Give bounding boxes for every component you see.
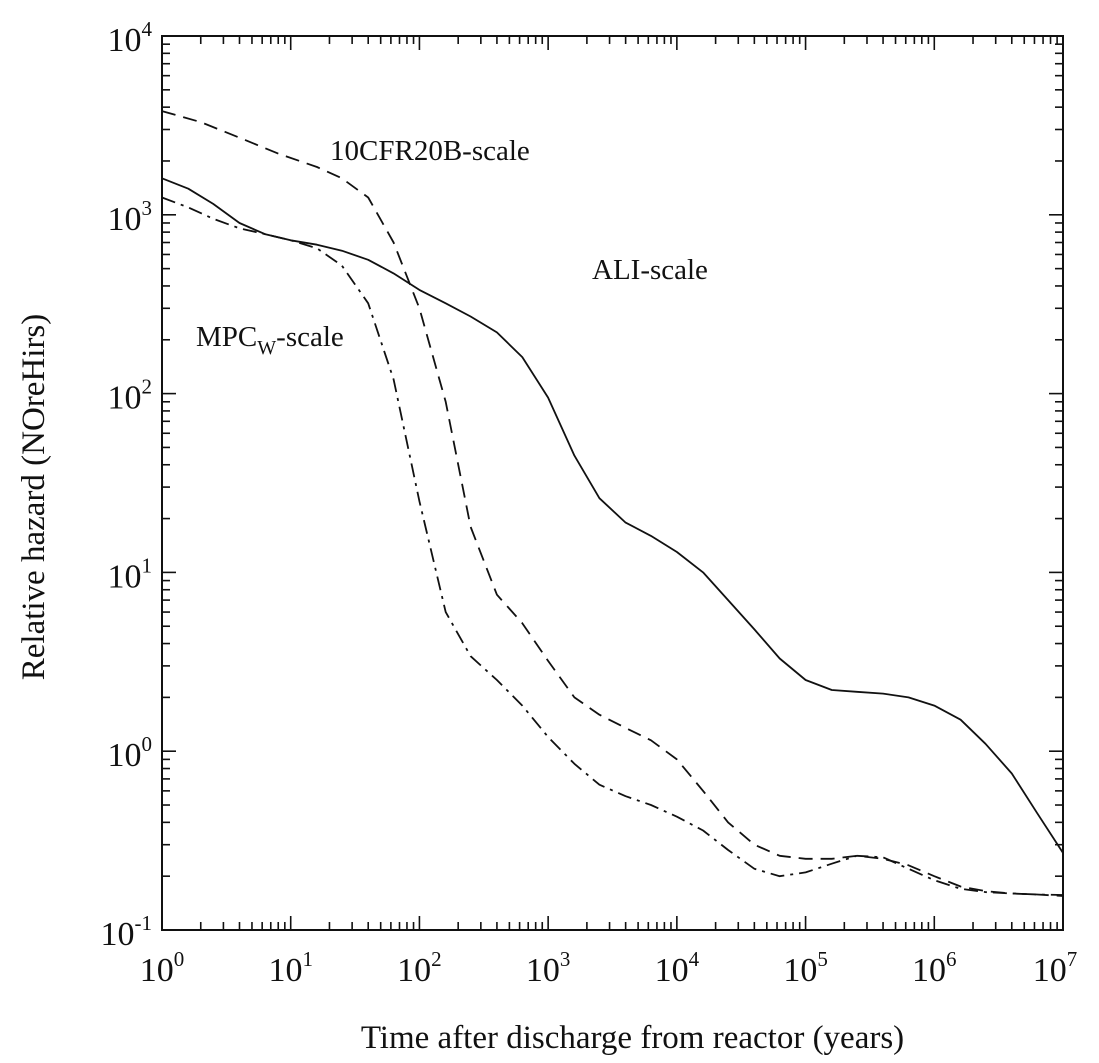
x-tick-label-exponent: 0 — [174, 947, 185, 971]
y-tick-label-base: 10 — [108, 558, 142, 595]
y-tick-label: 101 — [108, 553, 153, 595]
y-tick-label-exponent: 0 — [142, 732, 153, 756]
x-tick-label-base: 10 — [397, 952, 431, 989]
series-label-3: MPCW-scale — [196, 321, 344, 359]
y-tick-label-exponent: 2 — [142, 375, 153, 399]
series-lines — [161, 110, 1064, 897]
y-tick-label-exponent: 3 — [142, 196, 153, 220]
y-tick-label-exponent: 4 — [142, 17, 153, 41]
x-tick-label-base: 10 — [140, 952, 174, 989]
series-line-1 — [161, 177, 1064, 854]
x-tick-label-exponent: 5 — [817, 947, 828, 971]
y-axis-title: Relative hazard (NOreHirs) — [16, 314, 52, 681]
series-label-main: 10CFR20B-scale — [330, 135, 530, 167]
x-tick-label: 100 — [140, 947, 185, 989]
y-tick-label-exponent: -1 — [135, 911, 153, 935]
plot-frame — [161, 35, 1064, 931]
x-tick-label-base: 10 — [655, 952, 689, 989]
plot-border — [161, 35, 1064, 931]
x-tick-label: 104 — [655, 947, 700, 989]
series-label-1: ALI-scale — [592, 254, 708, 286]
y-tick-label: 10-1 — [101, 911, 153, 953]
y-tick-label-base: 10 — [108, 22, 142, 59]
y-tick-label-base: 10 — [108, 380, 142, 417]
x-tick-label: 103 — [526, 947, 571, 989]
series-label-main: MPC — [196, 321, 257, 353]
x-tick-label-exponent: 7 — [1067, 947, 1078, 971]
x-axis-title: Time after discharge from reactor (years… — [361, 1020, 904, 1056]
y-tick-label: 103 — [108, 196, 153, 238]
x-tick-label-base: 10 — [526, 952, 560, 989]
x-tick-label-base: 10 — [1033, 952, 1067, 989]
x-tick-labels: 100 101 102 103 104 105 106 107 — [140, 947, 1078, 989]
x-tick-label: 107 — [1033, 947, 1078, 989]
tick-marks — [161, 36, 1063, 931]
y-tick-label-base: 10 — [108, 201, 142, 238]
x-tick-label-exponent: 6 — [946, 947, 957, 971]
x-tick-label: 102 — [397, 947, 442, 989]
x-tick-label: 105 — [783, 947, 828, 989]
x-tick-label-exponent: 2 — [431, 947, 442, 971]
series-line-2 — [161, 110, 1064, 897]
y-tick-label: 100 — [108, 732, 153, 774]
y-tick-label: 104 — [108, 17, 153, 59]
x-tick-label-base: 10 — [268, 952, 302, 989]
series-label-suffix: -scale — [276, 321, 344, 353]
y-tick-label-base: 10 — [101, 916, 135, 953]
x-tick-label-base: 10 — [912, 952, 946, 989]
x-tick-label: 106 — [912, 947, 957, 989]
y-tick-label-base: 10 — [108, 737, 142, 774]
x-tick-label-exponent: 1 — [302, 947, 313, 971]
series-label-main: ALI-scale — [592, 254, 708, 286]
y-tick-label: 102 — [108, 375, 153, 417]
x-tick-label-exponent: 4 — [689, 947, 700, 971]
series-label-subscript: W — [257, 337, 276, 359]
x-tick-label-exponent: 3 — [560, 947, 571, 971]
y-tick-label-exponent: 1 — [142, 553, 153, 577]
x-tick-label-base: 10 — [783, 952, 817, 989]
series-label-2: 10CFR20B-scale — [330, 135, 530, 167]
series-line-3 — [161, 196, 1064, 896]
series-labels: ALI-scale 10CFR20B-scale MPCW-scale — [196, 135, 708, 359]
x-tick-label: 101 — [268, 947, 313, 989]
